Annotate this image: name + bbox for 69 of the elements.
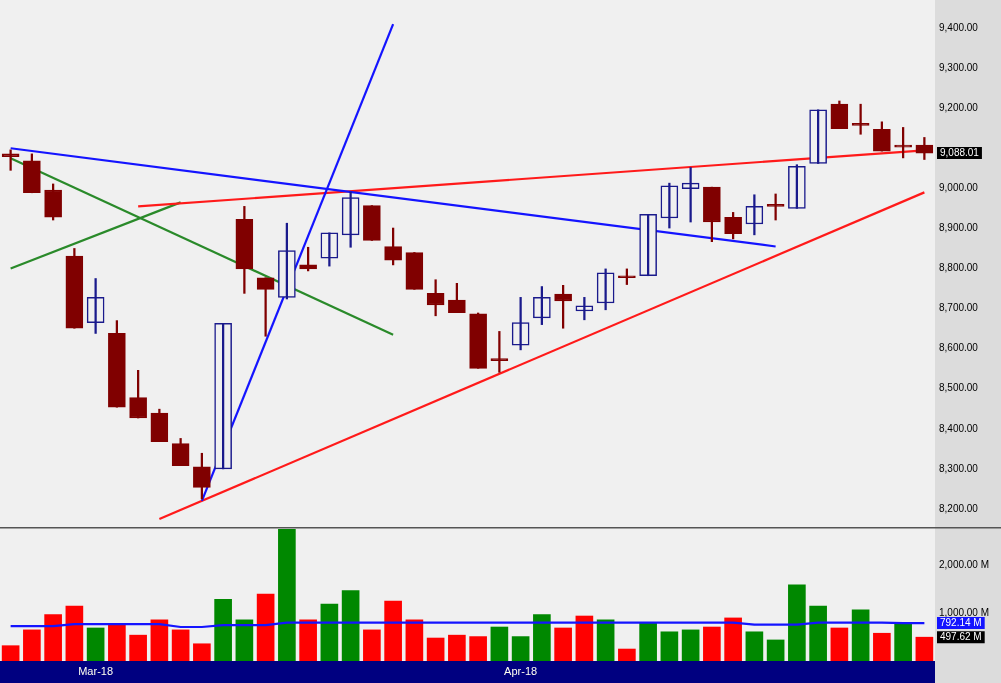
y-tick-label: 8,500.00 <box>939 382 979 394</box>
bar <box>745 631 764 661</box>
bar <box>108 624 126 661</box>
y-tick-label: 8,700.00 <box>939 302 979 314</box>
bar <box>214 598 232 661</box>
candlestick <box>1 149 20 171</box>
text: 497.62 M <box>940 631 982 643</box>
y-tick-label: 8,300.00 <box>939 462 979 474</box>
bar <box>299 619 317 661</box>
bar <box>341 590 360 661</box>
bar <box>490 626 509 661</box>
bar <box>724 617 742 661</box>
bar <box>851 609 870 661</box>
bar <box>405 619 424 661</box>
y-tick-label: 9,300.00 <box>939 61 979 73</box>
candlestick <box>681 167 700 223</box>
bar <box>171 629 190 661</box>
y-tick-label: 8,900.00 <box>939 222 979 234</box>
bar <box>384 600 402 661</box>
bar <box>554 627 572 661</box>
text: 792.14 M <box>940 617 982 629</box>
bar <box>129 634 147 661</box>
bar <box>766 639 785 661</box>
bar <box>256 593 275 661</box>
bar <box>830 627 849 661</box>
bar <box>23 629 41 661</box>
y-tick-label: 8,600.00 <box>939 342 979 354</box>
bar <box>596 619 615 661</box>
bar <box>320 603 339 661</box>
candlestick <box>554 285 572 329</box>
bar <box>639 622 657 661</box>
bar <box>448 634 466 661</box>
y-tick-label: 9,400.00 <box>939 21 979 33</box>
x-tick-label: Apr-18 <box>504 664 538 677</box>
bar <box>1 645 20 661</box>
bar <box>894 622 912 661</box>
bar <box>86 627 105 661</box>
y-tick-label: 2,000.00 M <box>939 559 990 571</box>
text: 9,088.01 <box>940 147 980 159</box>
bar <box>278 529 296 661</box>
x-tick-label: Mar-18 <box>78 664 114 677</box>
bar <box>703 626 721 661</box>
bar <box>809 605 827 661</box>
bar <box>150 619 169 661</box>
y-tick-label: 8,400.00 <box>939 422 979 434</box>
candlestick <box>851 103 870 135</box>
bar <box>44 614 62 661</box>
candlestick <box>766 193 785 221</box>
bar <box>533 614 551 661</box>
bar <box>915 636 934 661</box>
bar <box>788 584 806 661</box>
bar <box>65 605 84 661</box>
y-tick-label: 9,000.00 <box>939 182 979 194</box>
y-tick-label: 8,200.00 <box>939 502 979 514</box>
y-tick-label: 1,000.00 M <box>939 606 990 618</box>
candlestick <box>490 331 509 373</box>
bar <box>575 615 594 661</box>
bar <box>618 648 636 661</box>
bar <box>193 643 211 661</box>
bar <box>426 637 445 661</box>
bar <box>681 629 700 661</box>
y-tick-label: 8,800.00 <box>939 262 979 274</box>
bar <box>660 631 679 661</box>
bar <box>511 636 530 661</box>
bar <box>363 629 381 661</box>
bar <box>235 619 254 661</box>
y-tick-label: 9,200.00 <box>939 101 979 113</box>
bar <box>469 636 487 661</box>
bar <box>873 632 891 661</box>
